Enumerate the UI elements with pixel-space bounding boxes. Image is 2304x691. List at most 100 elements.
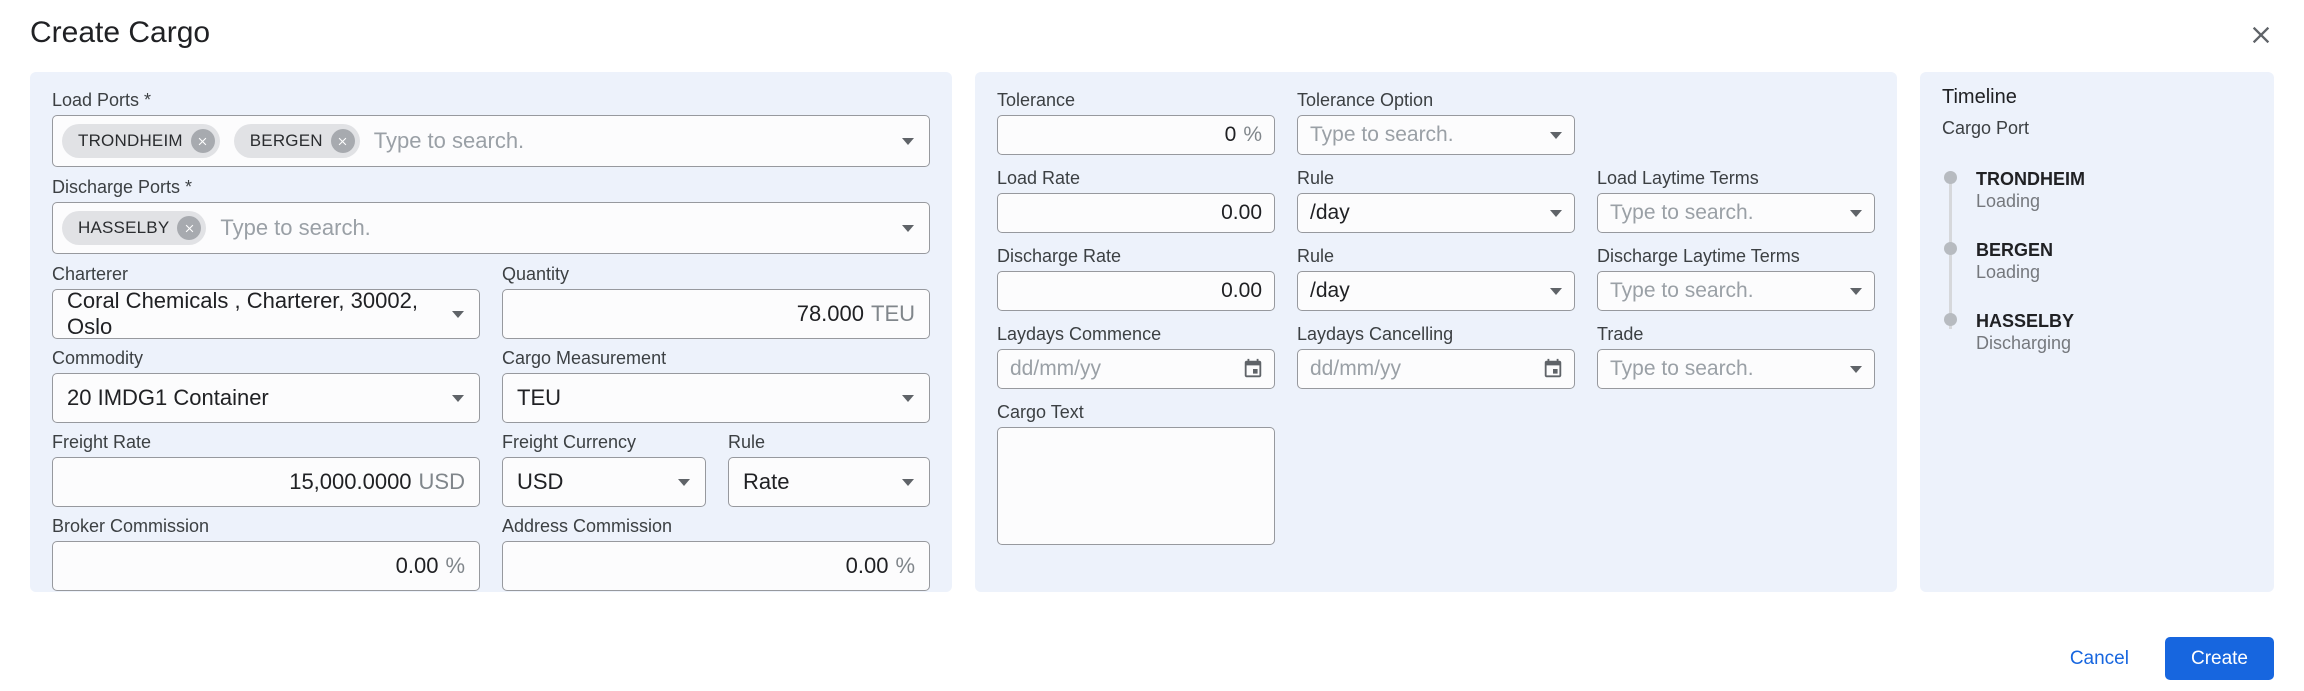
load-laytime-terms-select[interactable]: Type to search. <box>1597 193 1875 233</box>
dialog-actions: Cancel Create <box>2070 637 2274 680</box>
freight-rate-input[interactable]: 15,000.0000 USD <box>52 457 480 507</box>
chip-label: BERGEN <box>249 131 323 150</box>
cargo-text-textarea[interactable] <box>997 427 1275 545</box>
tolerance-label: Tolerance <box>997 90 1076 110</box>
timeline-port-activity: Loading <box>1976 262 2041 282</box>
timeline-port-activity: Discharging <box>1976 333 2072 353</box>
quantity-value: 78.000 <box>796 301 864 326</box>
load-port-chip-trondheim[interactable]: TRONDHEIM <box>62 124 220 158</box>
timeline-port-name: BERGEN <box>1976 240 2054 260</box>
chevron-down-icon <box>1850 288 1862 295</box>
chevron-down-icon <box>1550 288 1562 295</box>
laydays-cancelling-label: Laydays Cancelling <box>1297 324 1454 344</box>
timeline-subtitle: Cargo Port <box>1942 118 2030 138</box>
commodity-label: Commodity <box>52 348 144 368</box>
calendar-icon[interactable] <box>1242 358 1264 380</box>
timeline-list: TRONDHEIM Loading BERGEN Loading HASSELB… <box>1942 169 2252 354</box>
discharge-rule-select[interactable]: /day <box>1297 271 1575 311</box>
remove-chip-icon <box>185 224 194 232</box>
timeline-port-name: TRONDHEIM <box>1976 169 2085 189</box>
load-laytime-terms-label: Load Laytime Terms <box>1597 168 1759 188</box>
tolerance-value: 0 <box>1224 123 1237 146</box>
freight-rate-label: Freight Rate <box>52 432 152 452</box>
tolerance-input[interactable]: 0 % <box>997 115 1275 155</box>
cargo-details-panel: Load Ports * TRONDHEIM BERGEN Type to se… <box>30 72 952 592</box>
load-ports-search-placeholder: Type to search. <box>373 128 525 153</box>
laydays-cancelling-placeholder: dd/mm/yy <box>1310 357 1402 380</box>
timeline-panel: Timeline Cargo Port TRONDHEIM Loading BE… <box>1920 72 2274 592</box>
timeline-item: HASSELBY Discharging <box>1944 311 2252 354</box>
discharge-port-chip-hasselby[interactable]: HASSELBY <box>62 211 207 245</box>
broker-commission-unit: % <box>445 553 465 578</box>
chevron-down-icon <box>902 395 914 402</box>
create-button[interactable]: Create <box>2164 637 2274 680</box>
chevron-down-icon <box>902 138 914 145</box>
remove-chip-button[interactable] <box>177 216 202 240</box>
load-rate-value: 0.00 <box>1221 201 1262 224</box>
page-title: Create Cargo <box>30 16 211 49</box>
freight-currency-select[interactable]: USD <box>502 457 706 507</box>
chevron-down-icon <box>1850 210 1862 217</box>
timeline-item: BERGEN Loading <box>1944 240 2252 283</box>
timeline-title: Timeline <box>1942 86 2017 108</box>
load-rule-value: /day <box>1310 201 1350 224</box>
close-icon <box>2252 26 2270 44</box>
load-rule-select[interactable]: /day <box>1297 193 1575 233</box>
tolerance-option-label: Tolerance Option <box>1297 90 1434 110</box>
remove-chip-icon <box>198 137 207 145</box>
charterer-select[interactable]: Coral Chemicals , Charterer, 30002, Oslo <box>52 288 480 339</box>
cancel-button[interactable]: Cancel <box>2069 647 2129 669</box>
trade-select[interactable]: Type to search. <box>1597 349 1875 389</box>
freight-currency-label: Freight Currency <box>502 432 637 452</box>
load-laytime-terms-placeholder: Type to search. <box>1610 201 1754 224</box>
load-rate-input[interactable]: 0.00 <box>997 193 1275 233</box>
discharge-laytime-terms-select[interactable]: Type to search. <box>1597 271 1875 311</box>
chevron-down-icon <box>902 479 914 486</box>
commodity-value: 20 IMDG1 Container <box>67 385 269 410</box>
cargo-measurement-select[interactable]: TEU <box>502 373 930 423</box>
broker-commission-value: 0.00 <box>395 553 439 578</box>
chip-label: TRONDHEIM <box>78 131 183 150</box>
chevron-down-icon <box>452 311 464 318</box>
laydays-commence-datepicker[interactable]: dd/mm/yy <box>997 349 1275 389</box>
chevron-down-icon <box>1850 366 1862 373</box>
discharge-ports-field[interactable]: HASSELBY Type to search. <box>52 202 930 254</box>
dialog-body: Load Ports * TRONDHEIM BERGEN Type to se… <box>0 72 2304 592</box>
tolerance-option-select[interactable]: Type to search. <box>1297 115 1575 155</box>
trade-label: Trade <box>1597 324 1644 344</box>
broker-commission-input[interactable]: 0.00 % <box>52 541 480 591</box>
address-commission-input[interactable]: 0.00 % <box>502 541 930 591</box>
remove-chip-button[interactable] <box>330 129 355 153</box>
dialog-header: Create Cargo <box>0 0 2304 72</box>
trade-placeholder: Type to search. <box>1610 357 1754 380</box>
chevron-down-icon <box>1550 132 1562 139</box>
discharge-rate-input[interactable]: 0.00 <box>997 271 1275 311</box>
discharge-ports-search-placeholder: Type to search. <box>220 215 371 240</box>
load-ports-label: Load Ports * <box>52 90 152 110</box>
laydays-commence-placeholder: dd/mm/yy <box>1010 357 1102 380</box>
chevron-down-icon <box>452 395 464 402</box>
freight-rule-label: Rule <box>728 432 766 452</box>
load-rule-label: Rule <box>1297 168 1335 188</box>
close-button[interactable] <box>2246 20 2276 50</box>
commodity-select[interactable]: 20 IMDG1 Container <box>52 373 480 423</box>
terms-panel: Tolerance 0 % Tolerance Option Type to s… <box>975 72 1897 592</box>
freight-rate-value: 15,000.0000 <box>289 469 412 494</box>
cargo-measurement-label: Cargo Measurement <box>502 348 667 368</box>
discharge-rule-value: /day <box>1310 279 1350 302</box>
discharge-rule-label: Rule <box>1297 246 1335 266</box>
remove-chip-button[interactable] <box>190 129 215 153</box>
quantity-input[interactable]: 78.000 TEU <box>502 289 930 339</box>
broker-commission-label: Broker Commission <box>52 516 210 536</box>
freight-currency-value: USD <box>517 469 564 494</box>
calendar-icon[interactable] <box>1542 358 1564 380</box>
laydays-cancelling-datepicker[interactable]: dd/mm/yy <box>1297 349 1575 389</box>
discharge-ports-label: Discharge Ports * <box>52 177 193 197</box>
address-commission-label: Address Commission <box>502 516 673 536</box>
laydays-commence-label: Laydays Commence <box>997 324 1162 344</box>
load-port-chip-bergen[interactable]: BERGEN <box>233 124 360 158</box>
load-ports-field[interactable]: TRONDHEIM BERGEN Type to search. <box>52 115 930 167</box>
tolerance-unit: % <box>1243 123 1262 146</box>
quantity-label: Quantity <box>502 264 570 284</box>
freight-rule-select[interactable]: Rate <box>728 457 930 507</box>
